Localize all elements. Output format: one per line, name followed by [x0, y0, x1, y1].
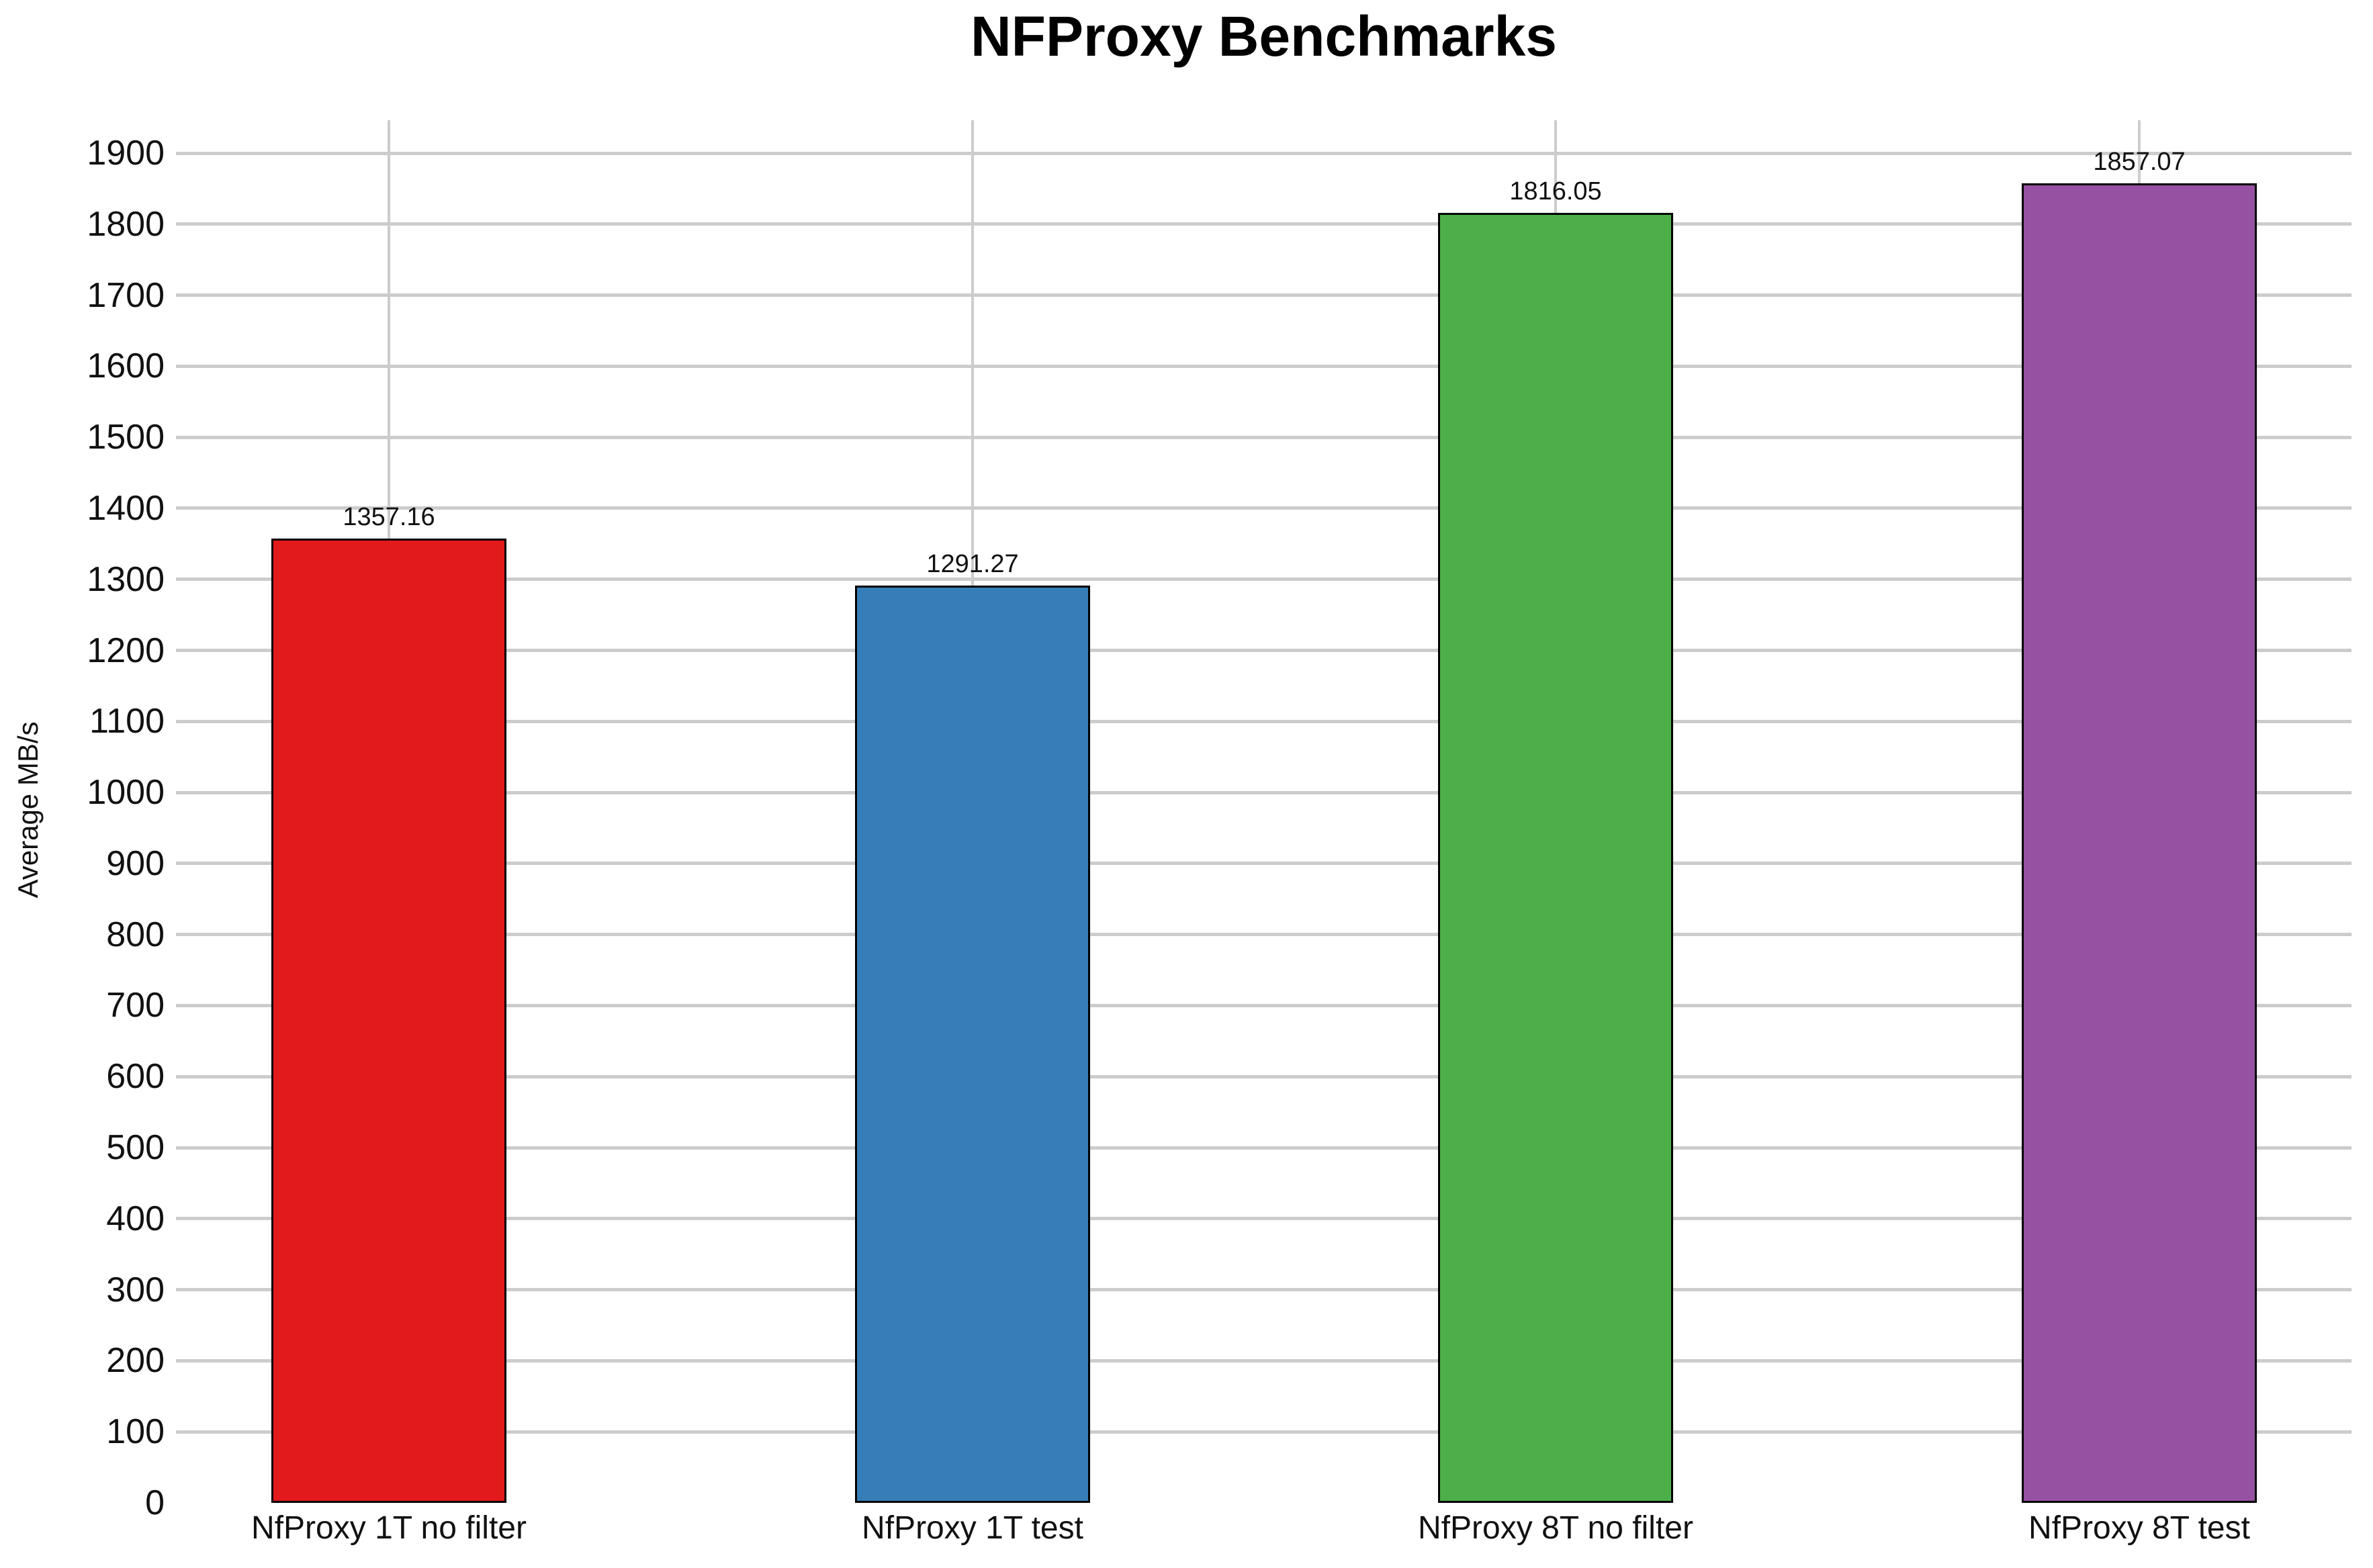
y-gridline — [176, 506, 2352, 510]
y-tick-label: 1200 — [87, 631, 165, 670]
bar-value-label: 1291.27 — [926, 549, 1019, 578]
y-gridline — [176, 790, 2352, 794]
y-tick-label: 1000 — [87, 773, 165, 813]
y-gridline — [176, 1146, 2352, 1150]
y-tick-label: 1100 — [89, 702, 165, 741]
y-tick-label: 1600 — [87, 347, 165, 386]
y-gridline — [176, 435, 2352, 439]
bar-value-label: 1816.05 — [1509, 177, 1602, 205]
x-category-label: NfProxy 8T test — [2028, 1510, 2250, 1546]
chart-title: NFProxy Benchmarks — [970, 5, 1558, 68]
y-tick-label: 200 — [106, 1341, 165, 1381]
y-gridline — [176, 862, 2352, 866]
y-tick-label: 0 — [145, 1483, 165, 1522]
y-tick-label: 600 — [106, 1057, 165, 1097]
bar-value-label: 1357.16 — [343, 503, 435, 532]
x-category-label: NfProxy 1T no filter — [251, 1510, 527, 1546]
y-gridline — [176, 364, 2352, 368]
y-gridline — [176, 1430, 2352, 1434]
y-gridline — [176, 1074, 2352, 1078]
y-gridline — [176, 933, 2352, 937]
bar — [855, 585, 1090, 1503]
y-tick-label: 1900 — [87, 134, 165, 173]
bar-value-label: 1857.07 — [2093, 148, 2186, 177]
y-tick-label: 300 — [106, 1270, 165, 1309]
y-tick-label: 900 — [106, 843, 165, 883]
bar — [271, 539, 506, 1503]
y-tick-label: 500 — [106, 1128, 165, 1168]
y-gridline — [176, 719, 2352, 723]
y-tick-label: 400 — [106, 1199, 165, 1238]
x-category-label: NfProxy 8T no filter — [1418, 1510, 1693, 1546]
y-gridline — [176, 649, 2352, 653]
y-gridline — [176, 222, 2352, 226]
y-gridline — [176, 293, 2352, 297]
y-tick-label: 700 — [106, 986, 165, 1025]
x-category-label: NfProxy 1T test — [862, 1510, 1083, 1546]
y-tick-label: 100 — [106, 1412, 165, 1452]
y-gridline — [176, 1217, 2352, 1221]
y-gridline — [176, 1358, 2352, 1363]
y-tick-label: 1300 — [87, 559, 165, 599]
y-gridline — [176, 1288, 2352, 1292]
bar — [2022, 183, 2257, 1503]
y-gridline — [176, 151, 2352, 155]
y-gridline — [176, 1003, 2352, 1007]
y-tick-label: 1500 — [87, 418, 165, 457]
y-tick-label: 1800 — [87, 204, 165, 244]
y-tick-label: 1700 — [87, 275, 165, 315]
y-gridline — [176, 578, 2352, 582]
y-tick-label: 1400 — [87, 488, 165, 528]
y-tick-label: 800 — [106, 915, 165, 954]
bar — [1438, 212, 1673, 1503]
